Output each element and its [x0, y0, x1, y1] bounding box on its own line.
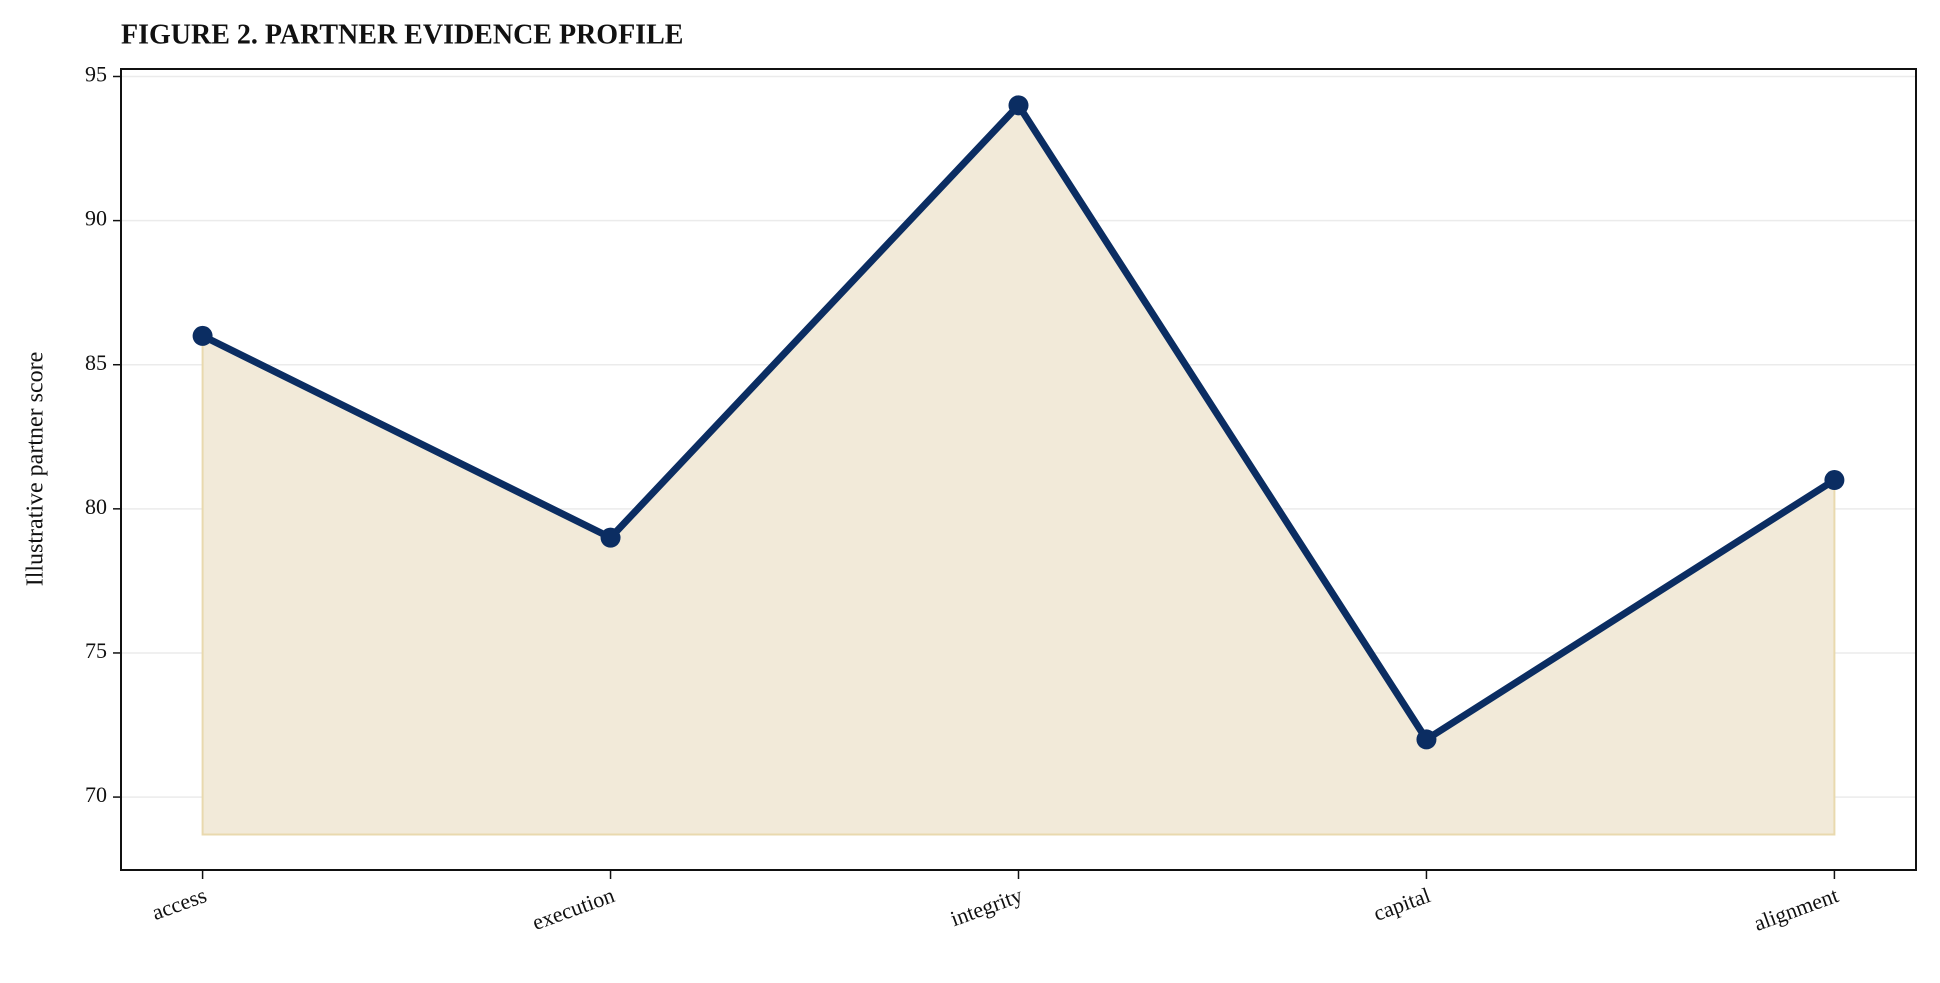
area	[201, 103, 1836, 836]
y-tick-label: 70	[85, 782, 107, 807]
marker	[1416, 729, 1437, 750]
y-tick-label: 85	[85, 350, 107, 375]
marker	[192, 325, 213, 346]
x-tick-label: alignment	[1750, 882, 1841, 936]
x-tick-label: capital	[1370, 882, 1434, 926]
x-tick-label: access	[148, 882, 209, 925]
marker	[1824, 470, 1845, 491]
marker	[600, 527, 621, 548]
y-axis-label: Illustrative partner score	[23, 352, 49, 587]
marker	[1008, 95, 1029, 116]
x-tick-label: integrity	[947, 882, 1026, 931]
y-tick-label: 90	[85, 206, 107, 231]
chart-title: FIGURE 2. PARTNER EVIDENCE PROFILE	[121, 19, 683, 50]
x-tick-label: execution	[529, 882, 618, 935]
y-tick-label: 80	[85, 494, 107, 519]
y-tick-label: 75	[85, 638, 107, 663]
y-tick-label: 95	[85, 62, 107, 87]
